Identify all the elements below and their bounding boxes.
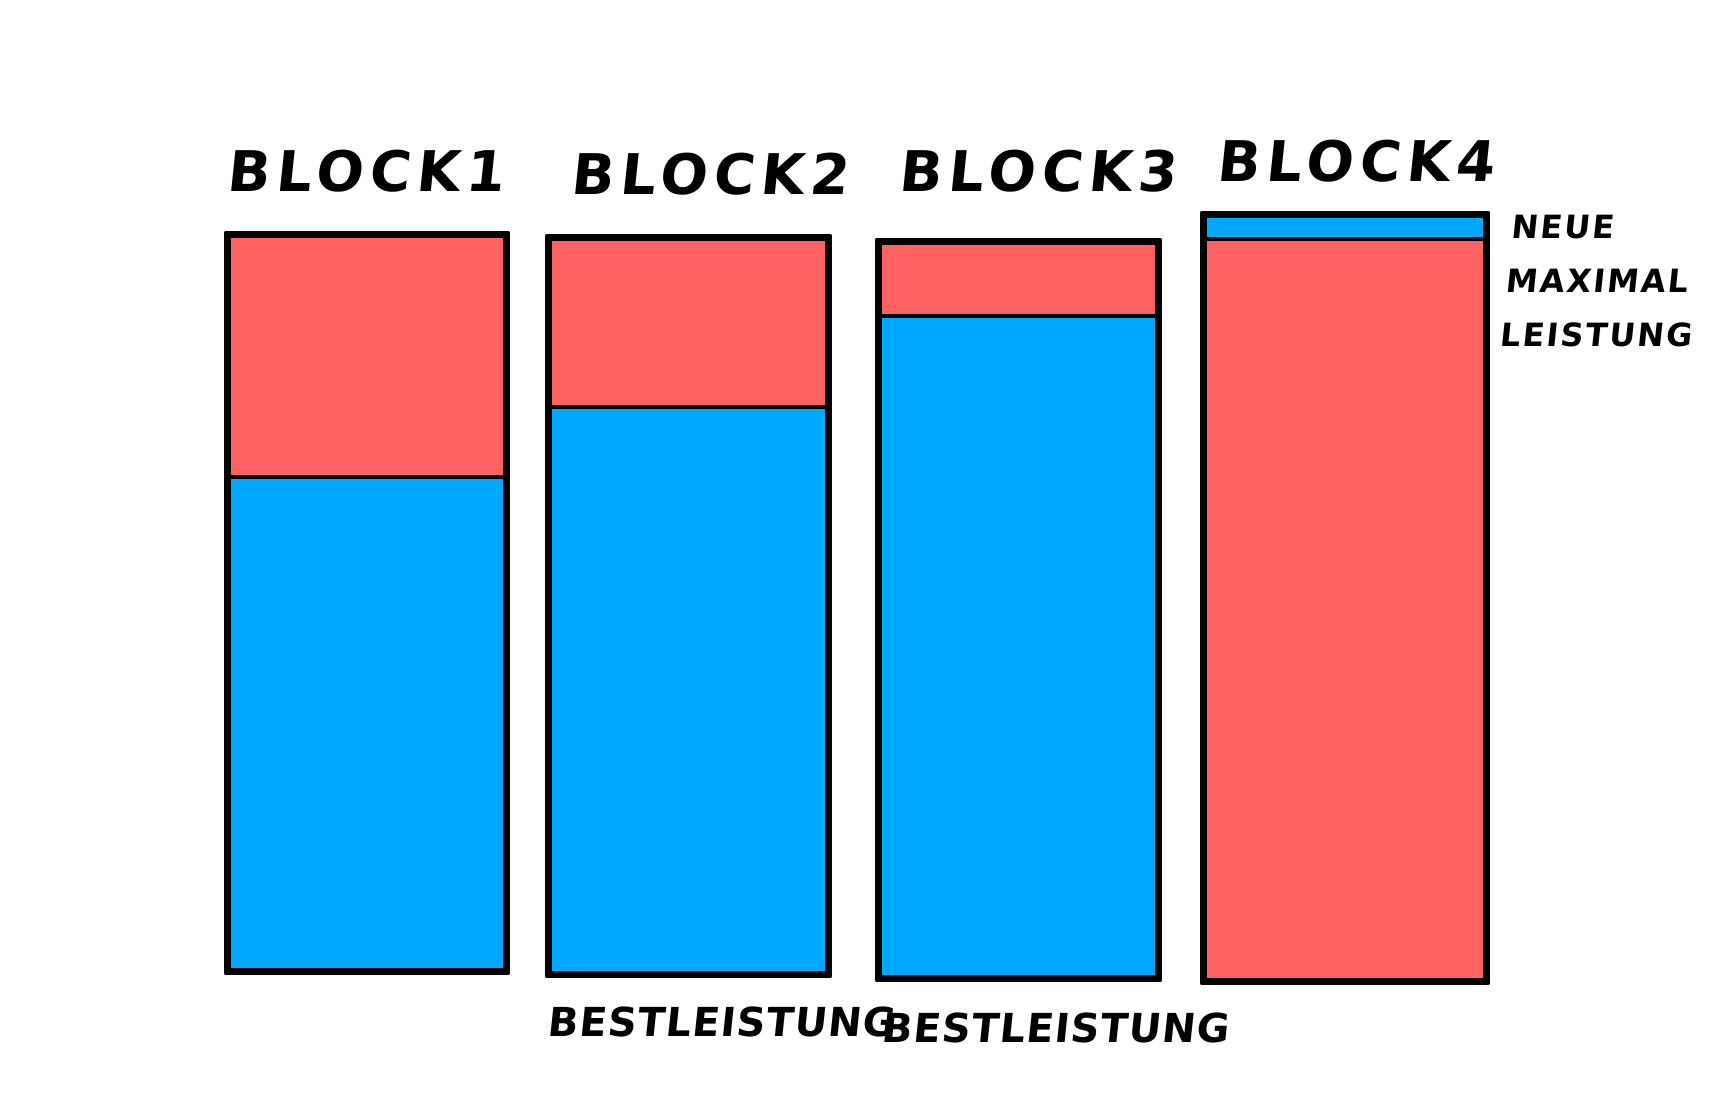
- block-4-title: BLOCK4: [1214, 130, 1505, 195]
- block-3-blue-segment: [882, 318, 1155, 975]
- side-note-line-3: LEISTUNG: [1498, 316, 1697, 354]
- block-2-title: BLOCK2: [568, 143, 859, 208]
- block-1-blue-segment: [231, 478, 503, 968]
- block-1-bar: [224, 231, 510, 975]
- block-2-bar: [545, 234, 832, 978]
- new-max-performance-note: NEUE MAXIMAL LEISTUNG: [1497, 200, 1708, 362]
- block-1-red-segment: [231, 238, 503, 479]
- block-3-note: BESTLEISTUNG: [879, 1006, 1233, 1052]
- block-1-title: BLOCK1: [224, 140, 515, 205]
- block-4-blue-segment: [1207, 218, 1483, 241]
- block-4-bar: [1200, 211, 1490, 985]
- side-note-line-2: MAXIMAL: [1504, 262, 1693, 300]
- block-3-red-segment: [882, 245, 1155, 318]
- block-2-note: BESTLEISTUNG: [545, 1000, 899, 1046]
- block-3-title: BLOCK3: [896, 140, 1187, 205]
- block-3-bar: [875, 238, 1162, 982]
- block-2-red-segment: [552, 241, 825, 409]
- side-note-line-1: NEUE: [1509, 208, 1619, 246]
- block-4-red-segment: [1207, 240, 1483, 978]
- block-2-blue-segment: [552, 408, 825, 971]
